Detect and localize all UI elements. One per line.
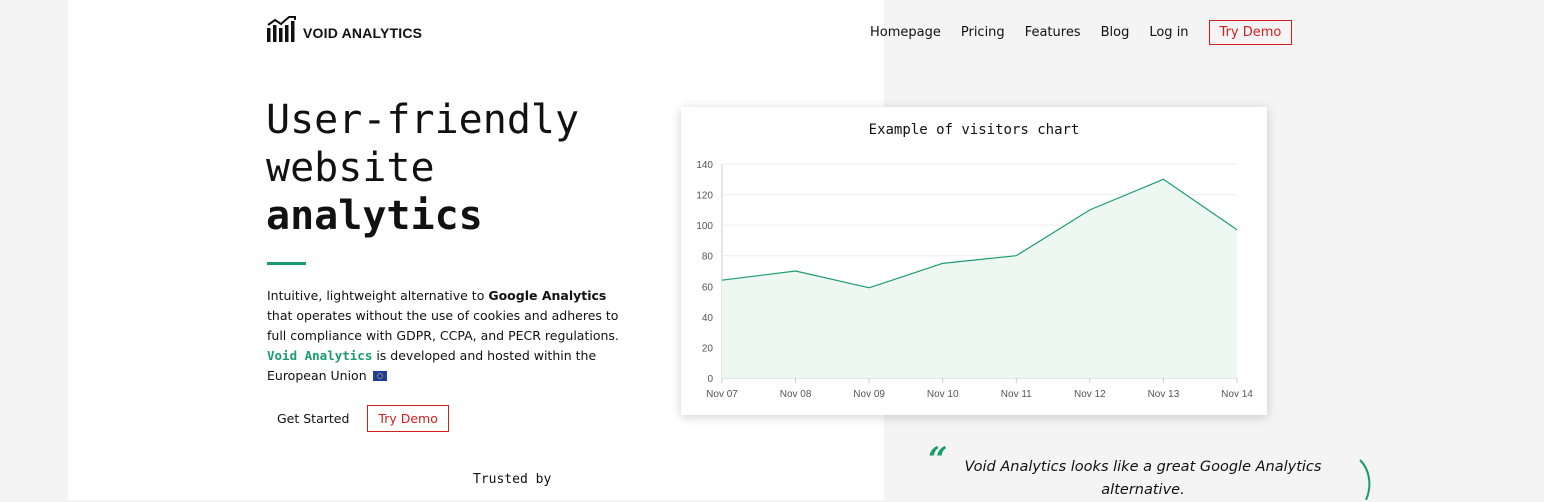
hero-intro: Intuitive, lightweight alternative to Go… [267, 286, 627, 386]
x-tick-label: Nov 07 [706, 389, 738, 400]
y-tick-label: 40 [702, 313, 714, 324]
y-tick-label: 60 [702, 282, 714, 293]
nav-homepage[interactable]: Homepage [870, 25, 941, 40]
decorative-curve-icon [1352, 458, 1382, 500]
x-tick-label: Nov 14 [1221, 389, 1253, 400]
eu-flag-icon [373, 371, 387, 381]
series-area [722, 179, 1237, 378]
get-started-button[interactable]: Get Started [267, 406, 359, 431]
headline-line-3: analytics [266, 193, 483, 239]
quote-mark-icon: “ [928, 440, 948, 480]
intro-brand: Void Analytics [267, 348, 372, 363]
visitors-chart: 0 20 40 60 80 100 120 140 Nov 07 Nov 08 Nov 09 Nov … [681, 107, 1267, 415]
hero-cta-row: Get Started Try Demo [267, 405, 449, 432]
y-tick-label: 140 [696, 160, 713, 171]
y-tick-label: 20 [702, 343, 714, 354]
x-tick-label: Nov 11 [1001, 389, 1032, 400]
accent-divider [267, 262, 306, 265]
x-tick-label: Nov 09 [853, 389, 885, 400]
brand-name: VOID ANALYTICS [303, 25, 422, 41]
testimonial-quote: Void Analytics looks like a great Google… [955, 456, 1331, 502]
brand-logo[interactable]: VOID ANALYTICS [267, 16, 422, 42]
headline-line-1: User-friendly [266, 97, 579, 143]
trusted-by-heading: Trusted by [473, 472, 551, 487]
bar-chart-logo-icon [267, 16, 297, 42]
chart-title: Example of visitors chart [681, 122, 1267, 138]
visitors-chart-card: 0 20 40 60 80 100 120 140 Nov 07 Nov 08 Nov 09 Nov … [681, 107, 1267, 415]
hero-headline: User-friendly website analytics [266, 96, 579, 240]
x-tick-label: Nov 12 [1074, 389, 1106, 400]
nav-blog[interactable]: Blog [1101, 25, 1130, 40]
nav-features[interactable]: Features [1025, 25, 1081, 40]
x-tick-label: Nov 10 [927, 389, 959, 400]
y-tick-label: 0 [707, 374, 713, 385]
y-tick-label: 100 [696, 221, 713, 232]
nav-login[interactable]: Log in [1149, 25, 1188, 40]
intro-text-1: Intuitive, lightweight alternative to [267, 288, 488, 303]
nav-pricing[interactable]: Pricing [961, 25, 1005, 40]
intro-text-2: that operates without the use of cookies… [267, 308, 619, 343]
top-nav: Homepage Pricing Features Blog Log in Tr… [870, 20, 1292, 45]
hero-try-demo-button[interactable]: Try Demo [367, 405, 448, 432]
headline-line-2: website [266, 145, 435, 191]
x-tick-label: Nov 08 [780, 389, 812, 400]
y-tick-label: 80 [702, 252, 714, 263]
y-tick-label: 120 [696, 191, 713, 202]
intro-google-analytics: Google Analytics [488, 288, 606, 303]
x-tick-label: Nov 13 [1148, 389, 1180, 400]
nav-try-demo-button[interactable]: Try Demo [1209, 20, 1293, 45]
